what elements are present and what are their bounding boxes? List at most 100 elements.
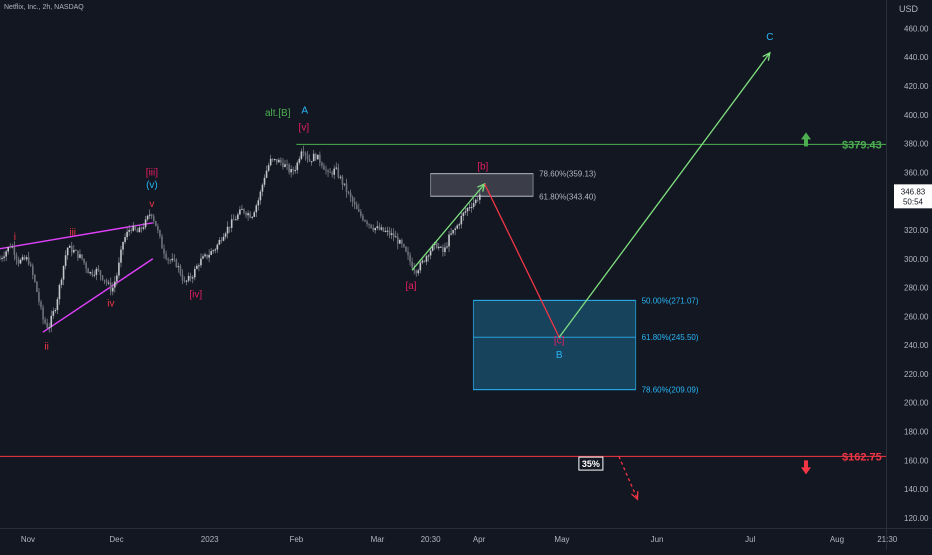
- candle-body: [458, 224, 461, 226]
- candle-body: [38, 291, 40, 302]
- candle-body: [333, 168, 336, 175]
- candle-body: [97, 268, 100, 271]
- candle-body: [249, 213, 251, 218]
- candle-body: [163, 248, 165, 254]
- candle-body: [429, 250, 432, 256]
- candle-body: [48, 327, 51, 329]
- candle-body: [290, 169, 292, 173]
- candle-body: [454, 228, 456, 231]
- y-tick-label: 260.00: [904, 312, 929, 321]
- candle-body: [460, 215, 463, 225]
- candle-body: [351, 197, 354, 203]
- candle-body: [314, 153, 317, 160]
- candle-body: [105, 280, 108, 283]
- candle-body: [50, 315, 53, 328]
- candle-body: [448, 234, 450, 247]
- candle-body: [68, 245, 71, 248]
- y-tick-label: 160.00: [904, 456, 929, 465]
- candle-body: [212, 250, 215, 252]
- wave-label: [c]: [554, 336, 565, 347]
- candle-body: [189, 275, 192, 279]
- candle-body: [187, 275, 190, 281]
- candle-body: [273, 159, 276, 161]
- candle-body: [77, 250, 79, 258]
- wave-label: [iv]: [189, 290, 202, 301]
- candle-body: [331, 172, 333, 175]
- candle-body: [347, 192, 350, 194]
- candle-body: [452, 230, 454, 234]
- x-tick-label: Feb: [289, 535, 303, 544]
- candle-body: [224, 233, 227, 237]
- candle-body: [392, 233, 395, 238]
- candle-body: [368, 223, 370, 225]
- candle-body: [124, 237, 126, 242]
- fib-zone-lower-fib: [472, 299, 637, 391]
- candle-body: [46, 323, 48, 328]
- candle-body: [466, 208, 469, 212]
- candle-body: [79, 254, 81, 258]
- candle-body: [257, 200, 260, 206]
- candle-body: [214, 249, 217, 251]
- candle-body: [317, 154, 319, 160]
- candle-body: [472, 203, 475, 207]
- candle-body: [99, 270, 102, 276]
- candle-body: [42, 307, 44, 320]
- candle-body: [75, 249, 77, 251]
- y-tick-label: 380.00: [904, 140, 929, 149]
- candle-body: [300, 151, 303, 159]
- current-price-value: 346.83: [901, 187, 926, 196]
- candle-body: [269, 158, 272, 166]
- candle-body: [152, 216, 155, 221]
- x-tick-label: Apr: [473, 535, 486, 544]
- candle-body: [19, 259, 22, 264]
- candle-body: [442, 246, 444, 253]
- candle-body: [148, 214, 151, 216]
- candle-body: [374, 227, 377, 231]
- candle-body: [243, 208, 245, 213]
- candle-body: [101, 275, 104, 280]
- candle-body: [310, 161, 313, 163]
- candle-body: [450, 233, 452, 235]
- candle-body: [118, 262, 120, 276]
- candle-body: [155, 220, 157, 227]
- candle-body: [142, 227, 145, 229]
- candle-body: [247, 213, 249, 216]
- candle-body: [177, 266, 180, 268]
- candle-body: [382, 227, 385, 232]
- x-tick-label: Dec: [109, 535, 123, 544]
- candle-body: [179, 266, 182, 275]
- candle-body: [232, 219, 235, 221]
- fib-level-label: 78.60%(209.09): [642, 386, 699, 395]
- candle-body: [405, 246, 407, 252]
- candle-body: [228, 226, 231, 228]
- projection-rise-to-wave-c: [558, 52, 771, 338]
- candle-body: [40, 301, 42, 308]
- candle-body: [421, 260, 424, 263]
- candle-body: [435, 242, 438, 249]
- candle-body: [440, 246, 442, 248]
- candle-body: [25, 257, 28, 260]
- y-tick-label: 220.00: [904, 370, 929, 379]
- x-tick-label: Nov: [21, 535, 35, 544]
- projection-rise-a-to-b: [411, 183, 486, 271]
- candle-body: [193, 268, 196, 278]
- candle-body: [327, 170, 329, 173]
- fib-level-label: 61.80%(343.40): [539, 192, 596, 201]
- candle-body: [27, 257, 30, 265]
- wave-label: v: [149, 199, 154, 210]
- candle-body: [146, 215, 149, 220]
- candle-body: [120, 249, 122, 263]
- candle-body: [253, 212, 256, 217]
- candle-body: [413, 267, 415, 271]
- candle-body: [116, 275, 118, 282]
- candle-body: [107, 282, 110, 284]
- fib-level-label: 61.80%(245.50): [642, 333, 699, 342]
- candle-body: [216, 244, 219, 250]
- wave-label: [iii]: [146, 167, 158, 178]
- x-tick-label: 2023: [201, 535, 219, 544]
- candle-body: [210, 251, 212, 255]
- candle-body: [202, 256, 204, 259]
- candle-body: [263, 177, 266, 185]
- candle-body: [355, 204, 358, 210]
- candle-body: [21, 256, 24, 260]
